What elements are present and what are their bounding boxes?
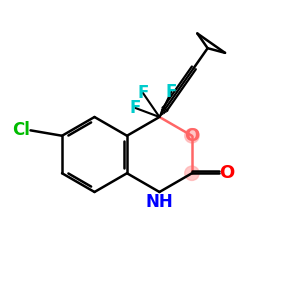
Text: Cl: Cl xyxy=(13,122,31,139)
Text: F: F xyxy=(130,99,141,117)
Circle shape xyxy=(185,128,199,143)
Text: F: F xyxy=(166,82,177,100)
Text: NH: NH xyxy=(146,193,173,211)
Text: O: O xyxy=(219,164,234,182)
Text: O: O xyxy=(184,127,200,145)
Circle shape xyxy=(185,166,199,181)
Text: F: F xyxy=(137,84,148,102)
